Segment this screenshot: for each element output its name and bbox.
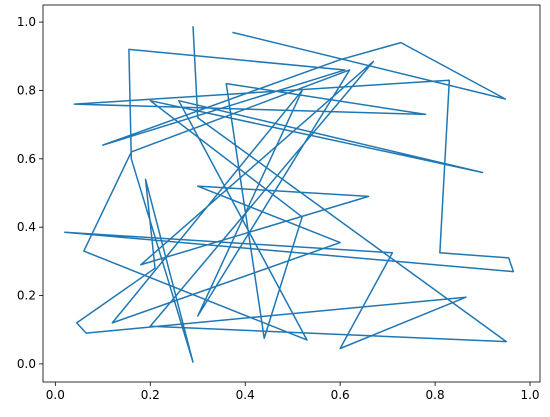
x-tick-label: 0.6 (331, 388, 350, 402)
y-tick-label: 0.8 (17, 83, 36, 97)
axes-frame (42, 4, 541, 383)
y-tick-label: 1.0 (17, 15, 36, 29)
x-tick-label: 0.2 (141, 388, 160, 402)
y-tick-label: 0.0 (17, 357, 36, 371)
y-tick-label: 0.6 (17, 152, 36, 166)
x-tick-label: 0.0 (46, 388, 65, 402)
x-tick-label: 1.0 (520, 388, 539, 402)
y-tick-label: 0.4 (17, 220, 36, 234)
x-tick-label: 0.8 (426, 388, 445, 402)
x-tick-label: 0.4 (236, 388, 255, 402)
line-series (64, 26, 515, 363)
y-tick-label: 0.2 (17, 289, 36, 303)
